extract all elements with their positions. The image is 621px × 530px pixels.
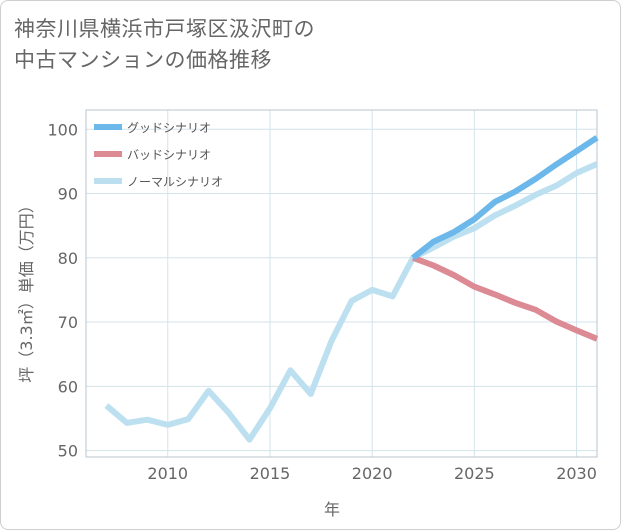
x-tick-label-2020: 2020	[352, 464, 393, 483]
chart-title-line2: 中古マンションの価格推移	[14, 48, 272, 72]
y-tick-label-80: 80	[58, 249, 78, 268]
y-tick-label-60: 60	[58, 377, 78, 396]
chart-title-line1: 神奈川県横浜市戸塚区汲沢町の	[14, 17, 315, 41]
y-tick-label-100: 100	[47, 120, 78, 139]
x-tick-label-2015: 2015	[250, 464, 291, 483]
series-line-0	[411, 135, 599, 261]
y-tick-label-50: 50	[58, 442, 78, 461]
x-tick-label-2010: 2010	[147, 464, 188, 483]
y-tick-label-70: 70	[58, 313, 78, 332]
x-tick-label-2025: 2025	[454, 464, 495, 483]
legend-label-0: グッドシナリオ	[127, 121, 211, 135]
series-line-1	[411, 254, 599, 342]
x-tick-label-2030: 2030	[556, 464, 597, 483]
series-line-2	[104, 161, 599, 443]
legend-label-2: ノーマルシナリオ	[127, 175, 223, 189]
plot-area	[85, 109, 598, 458]
grid-lines	[86, 110, 597, 457]
x-axis-label: 年	[324, 500, 340, 519]
chart-title: 神奈川県横浜市戸塚区汲沢町の 中古マンションの価格推移	[14, 14, 574, 76]
axis-ticks: 2010 2015 2020 2025 2030 50 60 70 80 90 100	[47, 120, 596, 483]
series-lines	[104, 135, 599, 443]
y-axis-label: 坪（3.3㎡）単価（万円）	[17, 197, 36, 382]
y-tick-label-90: 90	[58, 185, 78, 204]
legend-label-1: バッドシナリオ	[127, 148, 211, 162]
